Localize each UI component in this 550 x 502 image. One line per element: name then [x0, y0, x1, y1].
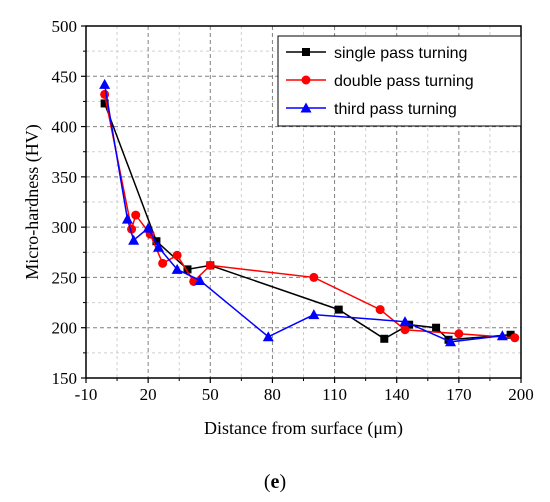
data-point	[100, 89, 110, 99]
series-layer	[99, 78, 520, 347]
y-tick-label: 500	[52, 17, 78, 36]
data-point	[506, 330, 515, 339]
data-point	[399, 316, 411, 327]
data-point	[380, 334, 389, 343]
x-tick-label: 50	[202, 385, 219, 404]
legend-marker	[302, 48, 310, 56]
x-tick-label: 80	[264, 385, 281, 404]
figure-caption: (e)	[264, 471, 286, 493]
legend-marker	[301, 75, 311, 85]
data-point	[205, 260, 215, 270]
y-tick-label: 250	[52, 268, 78, 287]
data-point	[172, 250, 182, 260]
data-point	[445, 336, 457, 347]
data-point	[152, 237, 161, 246]
data-point	[444, 335, 453, 344]
legend-label: single pass turning	[334, 45, 467, 62]
data-point	[128, 234, 140, 245]
data-point	[334, 305, 343, 314]
data-point	[454, 329, 464, 339]
x-tick-label: 20	[140, 385, 157, 404]
y-axis-title: Micro-hardness (HV)	[22, 124, 43, 279]
data-point	[375, 305, 385, 315]
data-point	[496, 330, 508, 341]
data-point	[153, 241, 164, 252]
data-point	[121, 213, 133, 224]
series-1	[100, 99, 515, 344]
y-tick-label: 400	[52, 118, 78, 137]
data-point	[309, 272, 319, 282]
x-tick-label: 140	[384, 385, 410, 404]
y-tick-label: 200	[52, 319, 78, 338]
data-point	[400, 325, 410, 335]
data-point	[100, 99, 109, 108]
data-point	[308, 309, 320, 320]
x-tick-label: -10	[75, 385, 98, 404]
y-tick-label: 300	[52, 218, 78, 237]
x-tick-label: 200	[508, 385, 534, 404]
data-point	[158, 258, 168, 268]
x-tick-label: 110	[322, 385, 347, 404]
data-point	[99, 78, 111, 89]
data-point	[510, 333, 520, 343]
data-point	[262, 331, 274, 342]
x-axis-title: Distance from surface (μm)	[204, 418, 403, 439]
data-point	[171, 263, 183, 274]
data-point	[183, 265, 192, 274]
series-2	[100, 89, 520, 343]
legend: single pass turning double pass turning th…	[277, 35, 522, 127]
y-axis-ticks: 150 200 250 300 350 400 450 500	[52, 17, 86, 388]
series-line	[103, 103, 511, 341]
series-line	[103, 94, 515, 339]
data-point	[194, 274, 206, 285]
y-tick-label: 150	[52, 369, 78, 388]
x-tick-label: 170	[446, 385, 472, 404]
legend-label: third pass turning	[334, 101, 457, 118]
y-tick-label: 350	[52, 168, 78, 187]
legend-marker	[300, 102, 312, 113]
data-point	[142, 222, 154, 233]
legend-box	[277, 35, 522, 127]
plot-frame	[85, 25, 522, 379]
data-point	[432, 323, 441, 332]
legend-label: double pass turning	[334, 73, 474, 90]
x-axis-ticks: -10 20 50 80 110 140 170 200	[75, 378, 534, 404]
y-tick-label: 450	[52, 67, 78, 86]
data-point	[131, 210, 141, 220]
series-3	[99, 78, 508, 347]
